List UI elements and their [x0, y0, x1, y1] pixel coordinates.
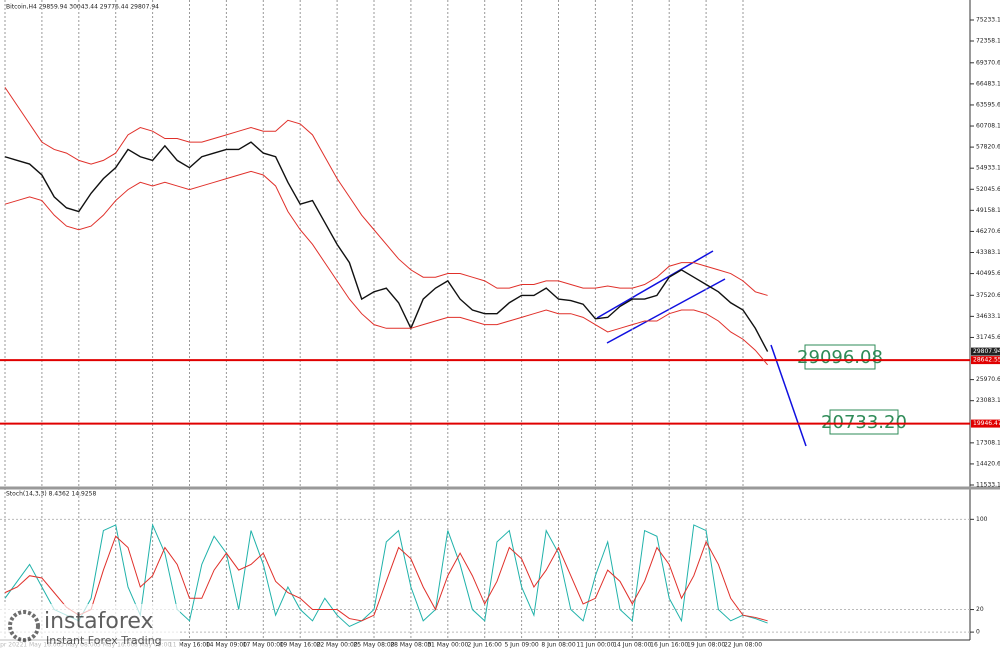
x-tick-label: 19 Jun 08:00	[687, 642, 725, 649]
y-tick-label: 49158.10	[976, 207, 1000, 214]
y-tick-label: 54933.10	[976, 165, 1000, 172]
watermark: instaforex Instant Forex Trading	[0, 604, 180, 650]
price-tag-label: 28642.55	[973, 357, 1000, 364]
y-tick-label: 20	[976, 606, 984, 613]
y-tick-label: 52045.60	[976, 186, 1000, 193]
x-tick-label: 22 Jun 08:00	[724, 642, 762, 649]
y-tick-label: 66483.10	[976, 80, 1000, 87]
y-tick-label: 34633.10	[976, 313, 1000, 320]
projection-line	[770, 344, 807, 447]
y-tick-label: 60708.10	[976, 123, 1000, 130]
indicator-title: Stoch(14,3,3) 8.4362 14.9258	[6, 491, 97, 498]
y-tick-label: 23083.10	[976, 397, 1000, 404]
price-tag	[971, 347, 1000, 356]
y-tick-label: 0	[976, 629, 980, 636]
series-line	[4, 535, 768, 622]
x-tick-label: 11 Jun 00:00	[576, 642, 614, 649]
y-tick-label: 31745.60	[976, 334, 1000, 341]
x-tick-label: 31 May 00:00	[427, 642, 468, 649]
x-tick-label: 8 Jun 08:00	[541, 642, 575, 649]
price-tag	[971, 419, 1000, 428]
x-tick-label: 2 Jun 16:00	[468, 642, 502, 649]
x-tick-label: 16 Jun 16:00	[650, 642, 688, 649]
annotation: 29096.08	[797, 347, 883, 368]
annotation: 20733.20	[821, 412, 907, 433]
y-tick-label: 69370.60	[976, 59, 1000, 66]
x-tick-label: 25 May 08:00	[353, 642, 394, 649]
y-tick-label: 75233.10	[976, 17, 1000, 24]
price-tag-label: 29807.94	[973, 348, 1000, 355]
series-line	[4, 523, 768, 628]
y-tick-label: 37520.60	[976, 292, 1000, 299]
y-tick-label: 72358.10	[976, 37, 1000, 44]
logo	[8, 610, 40, 642]
y-tick-label: 100	[976, 516, 988, 523]
chart-title: Bitcoin,H4 29859.94 30043.44 29776.44 29…	[6, 4, 159, 11]
brand: instaforex	[44, 609, 154, 634]
price-tag-label: 19946.47	[973, 420, 1000, 427]
y-tick-label: 63595.60	[976, 101, 1000, 108]
x-tick-label: 19 May 16:00	[280, 642, 321, 649]
y-tick-label: 40495.60	[976, 270, 1000, 277]
series-line	[4, 170, 768, 366]
y-tick-label: 14420.60	[976, 460, 1000, 467]
series-line	[4, 141, 769, 352]
x-tick-label: 14 May 09:00	[206, 642, 247, 649]
x-tick-label: 14 Jun 08:00	[613, 642, 651, 649]
y-tick-label: 17308.10	[976, 439, 1000, 446]
y-tick-label: 25970.60	[976, 376, 1000, 383]
annotation-box	[829, 409, 899, 435]
x-tick-label: 5 Jun 09:00	[504, 642, 538, 649]
y-tick-label: 11533.10	[976, 481, 1000, 488]
y-tick-label: 57820.60	[976, 144, 1000, 151]
y-tick-label: 46270.60	[976, 228, 1000, 235]
channel-line	[606, 278, 726, 344]
x-tick-label: 17 May 00:00	[243, 642, 284, 649]
x-tick-label: 11 May 16:00	[169, 642, 210, 649]
x-tick-label: 22 May 00:00	[317, 642, 358, 649]
y-tick-label: 43383.10	[976, 249, 1000, 256]
price-tag	[971, 356, 1000, 365]
series-line	[4, 87, 768, 296]
tagline: Instant Forex Trading	[46, 634, 162, 647]
x-tick-label: 28 May 08:00	[390, 642, 431, 649]
annotation-box	[804, 344, 876, 370]
